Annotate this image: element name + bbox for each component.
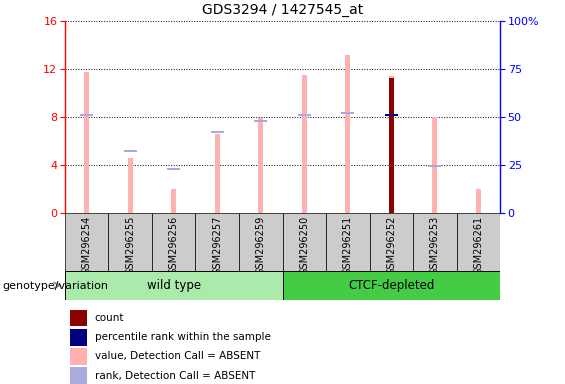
Text: value, Detection Call = ABSENT: value, Detection Call = ABSENT: [95, 351, 260, 361]
Text: GSM296261: GSM296261: [473, 216, 483, 275]
Bar: [432, 117, 437, 213]
Text: GSM296255: GSM296255: [125, 216, 135, 275]
Text: GSM296257: GSM296257: [212, 216, 222, 275]
Bar: [326, 213, 370, 271]
Bar: [345, 55, 350, 213]
Bar: [70, 310, 88, 326]
Bar: [167, 169, 180, 170]
Text: GSM296254: GSM296254: [82, 216, 92, 275]
Text: GSM296259: GSM296259: [256, 216, 266, 275]
Bar: [152, 213, 195, 271]
Title: GDS3294 / 1427545_at: GDS3294 / 1427545_at: [202, 3, 363, 17]
Text: GSM296252: GSM296252: [386, 216, 396, 275]
Bar: [282, 271, 500, 300]
Bar: [70, 329, 88, 346]
Bar: [108, 213, 152, 271]
Text: rank, Detection Call = ABSENT: rank, Detection Call = ABSENT: [95, 371, 255, 381]
Bar: [171, 189, 176, 213]
Bar: [211, 131, 224, 133]
Bar: [239, 213, 282, 271]
Bar: [428, 165, 441, 167]
Bar: [65, 271, 282, 300]
Text: GSM296256: GSM296256: [169, 216, 179, 275]
Bar: [124, 151, 137, 152]
Text: count: count: [95, 313, 124, 323]
Bar: [385, 114, 398, 116]
Bar: [70, 348, 88, 365]
Text: wild type: wild type: [147, 279, 201, 291]
Bar: [128, 158, 133, 213]
Text: percentile rank within the sample: percentile rank within the sample: [95, 332, 271, 342]
Bar: [298, 114, 311, 116]
Bar: [195, 213, 239, 271]
Bar: [258, 118, 263, 213]
Bar: [476, 189, 481, 213]
Bar: [341, 112, 354, 114]
Bar: [70, 367, 88, 384]
Bar: [413, 213, 457, 271]
Bar: [254, 121, 267, 122]
Bar: [65, 213, 108, 271]
Bar: [389, 78, 394, 213]
Bar: [457, 213, 500, 271]
Text: GSM296250: GSM296250: [299, 216, 309, 275]
Text: genotype/variation: genotype/variation: [3, 281, 109, 291]
Bar: [84, 71, 89, 213]
Bar: [389, 76, 394, 213]
Bar: [385, 114, 398, 116]
Bar: [215, 134, 220, 213]
Bar: [282, 213, 326, 271]
Text: CTCF-depleted: CTCF-depleted: [348, 279, 434, 291]
Text: GSM296251: GSM296251: [343, 216, 353, 275]
Bar: [370, 213, 413, 271]
Text: GSM296253: GSM296253: [430, 216, 440, 275]
Bar: [80, 114, 93, 116]
Bar: [302, 75, 307, 213]
